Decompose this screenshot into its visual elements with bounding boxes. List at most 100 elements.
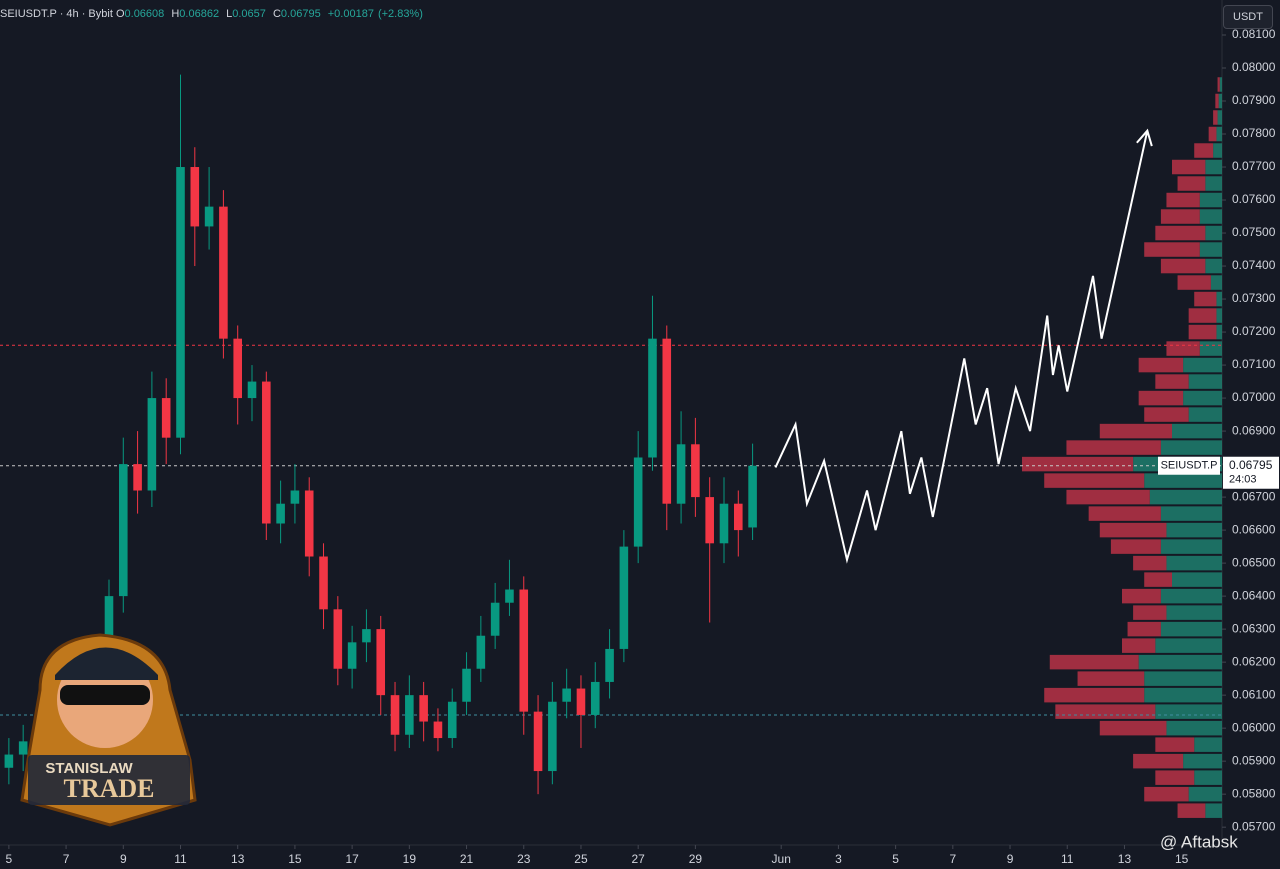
profile-up (1149, 489, 1222, 505)
candle-body (161, 398, 171, 438)
candle-body (576, 688, 586, 715)
low-value: 0.0657 (232, 8, 266, 20)
profile-down (1049, 654, 1139, 670)
candle-body (705, 497, 714, 544)
profile-down (1166, 192, 1200, 208)
y-tick-label: 0.07600 (1232, 192, 1276, 206)
profile-down (1213, 110, 1218, 125)
profile-up (1144, 671, 1222, 686)
candle-body (691, 444, 700, 498)
profile-up (1205, 225, 1222, 241)
logo: STANISLAW TRADE (20, 633, 197, 827)
candle-body (562, 688, 571, 702)
profile-up (1166, 522, 1222, 538)
x-tick-label: 21 (460, 852, 474, 866)
profile-down (1194, 143, 1214, 158)
profile-up (1183, 753, 1222, 769)
profile-up (1213, 143, 1222, 158)
candle-body (390, 695, 400, 735)
profile-down (1155, 374, 1189, 389)
candle-body (433, 721, 443, 739)
close-value: 0.06795 (280, 8, 321, 20)
candle-body (676, 444, 686, 504)
profile-up (1205, 258, 1222, 274)
price-tag-value: 0.06795 (1229, 458, 1273, 472)
close-label: C (272, 8, 281, 20)
profile-down (1144, 242, 1200, 257)
profile-down (1144, 572, 1172, 587)
high-value: 0.06862 (179, 8, 220, 20)
candle-body (133, 464, 142, 491)
axes: 0.05700 0.05800 0.05900 0.06000 0.06100 0.062… (6, 27, 1279, 866)
profile-down (1172, 159, 1206, 175)
price-tag-countdown: 24:03 (1229, 474, 1257, 486)
currency-button[interactable]: USDT (1223, 5, 1273, 29)
profile-down (1022, 456, 1134, 472)
candle-body (462, 668, 471, 702)
watermark: @ Aftabsk (1160, 832, 1238, 851)
high-label: H (171, 8, 180, 20)
candle-body (548, 701, 557, 772)
candle-body (419, 695, 428, 722)
profile-up (1160, 588, 1222, 604)
x-tick-label: 25 (574, 852, 588, 866)
profile-up (1217, 110, 1222, 125)
profile-down (1177, 176, 1206, 191)
change: +0.00187 (327, 8, 374, 20)
profile-up (1216, 324, 1222, 340)
candle-body (490, 602, 500, 636)
profile-down (1166, 341, 1200, 356)
candle-body (4, 754, 14, 768)
profile-down (1208, 126, 1217, 142)
y-tick-label: 0.07000 (1232, 390, 1276, 404)
candle-body (319, 556, 328, 610)
profile-down (1188, 308, 1217, 323)
profile-up (1183, 357, 1222, 373)
profile-up (1194, 770, 1222, 785)
y-tick-label: 0.06000 (1232, 720, 1276, 734)
candle-body (118, 464, 128, 597)
candle-body (219, 206, 228, 339)
y-tick-label: 0.06900 (1232, 423, 1276, 437)
profile-up (1166, 555, 1222, 571)
x-tick-label: 23 (517, 852, 531, 866)
profile-down (1044, 687, 1145, 703)
profile-down (1066, 489, 1150, 505)
candle-body (247, 381, 257, 399)
profile-down (1217, 77, 1220, 92)
profile-up (1216, 308, 1222, 323)
profile-down (1138, 390, 1184, 406)
symbol: SEIUSDT.P · 4h · Bybit (0, 8, 113, 20)
profile-up (1188, 407, 1222, 422)
y-tick-label: 0.07500 (1232, 225, 1276, 239)
profile-up (1205, 176, 1222, 191)
profile-up (1199, 242, 1222, 257)
profile-down (1160, 209, 1200, 224)
candle-body (176, 167, 185, 438)
price-tag (1223, 456, 1279, 489)
y-tick-label: 0.06100 (1232, 687, 1276, 701)
candle-body (619, 546, 629, 649)
x-tick-label: 9 (1007, 852, 1014, 866)
profile-up (1205, 803, 1222, 818)
candle-body (505, 589, 514, 603)
y-tick-label: 0.07800 (1232, 126, 1276, 140)
x-tick-label: 7 (949, 852, 956, 866)
x-tick-label: 19 (403, 852, 417, 866)
x-tick-label: 13 (1118, 852, 1132, 866)
candle-body (648, 338, 657, 458)
profile-down (1099, 522, 1167, 538)
profile-up (1199, 192, 1222, 208)
profile-up (1160, 440, 1222, 455)
y-tick-label: 0.07700 (1232, 159, 1276, 173)
x-tick-label: 11 (1061, 852, 1074, 866)
projection (774, 128, 1153, 564)
profile-down (1088, 506, 1161, 521)
profile-down (1133, 753, 1184, 769)
open-label: O (115, 8, 125, 20)
candle-body (662, 338, 672, 504)
candle-body (347, 642, 357, 669)
profile-down (1194, 291, 1217, 307)
candle-body (405, 695, 414, 735)
y-tick-label: 0.08000 (1232, 60, 1276, 74)
